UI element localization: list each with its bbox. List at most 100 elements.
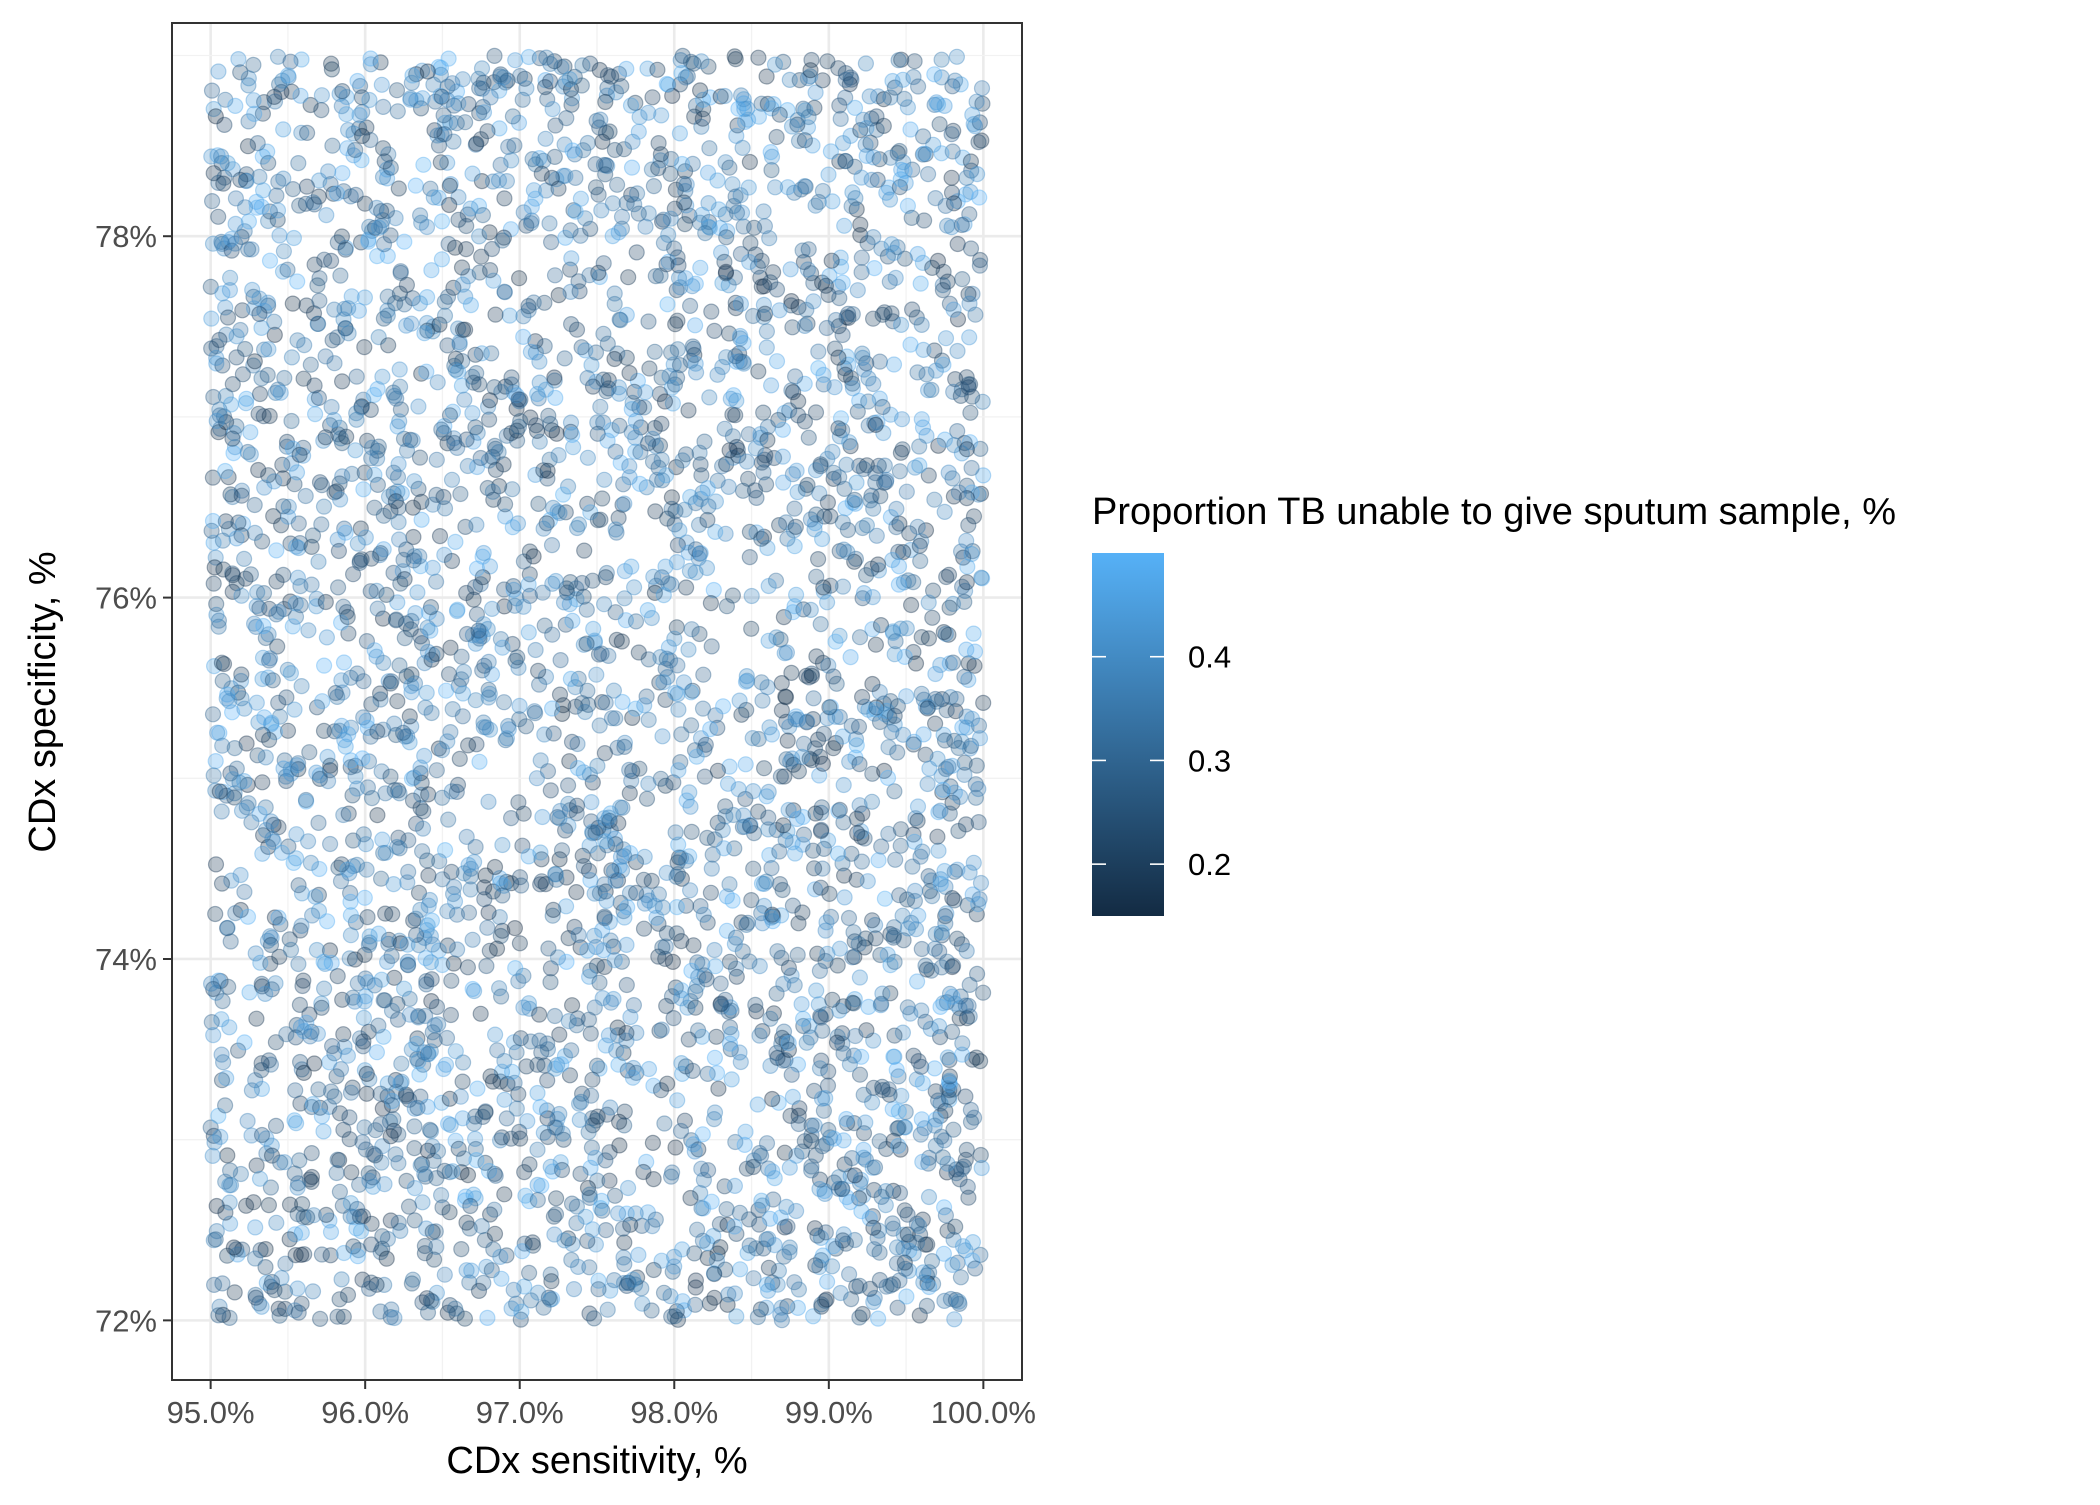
data-point	[774, 421, 792, 438]
data-point	[563, 90, 581, 107]
data-point	[915, 341, 932, 358]
data-point	[417, 949, 434, 967]
data-point	[975, 694, 992, 712]
data-point	[261, 600, 278, 617]
data-point	[818, 1135, 835, 1152]
data-point	[223, 680, 240, 697]
data-point	[819, 945, 836, 962]
data-point	[712, 1239, 729, 1256]
data-point	[219, 1247, 236, 1264]
data-point	[216, 240, 233, 257]
data-point	[330, 426, 347, 443]
data-point	[385, 875, 402, 893]
data-point	[298, 793, 315, 810]
data-point	[958, 719, 975, 736]
data-point	[238, 1197, 255, 1214]
data-point	[386, 715, 403, 732]
data-point	[846, 1167, 864, 1184]
data-point	[546, 267, 564, 284]
data-point	[880, 825, 897, 842]
data-point	[570, 516, 588, 533]
data-point	[893, 1087, 910, 1105]
data-point	[735, 218, 752, 235]
data-point	[563, 250, 580, 267]
data-point	[658, 650, 675, 667]
data-point	[606, 830, 624, 847]
data-point	[760, 577, 777, 595]
data-point	[203, 975, 220, 992]
data-point	[737, 756, 754, 773]
data-point	[510, 114, 528, 131]
data-point	[747, 1240, 765, 1257]
data-point	[316, 980, 333, 997]
data-point	[621, 761, 638, 779]
data-point	[902, 1005, 919, 1022]
data-point	[932, 1095, 949, 1112]
data-point	[416, 654, 433, 672]
data-point	[933, 51, 950, 68]
data-point	[718, 598, 736, 615]
data-point	[489, 1042, 506, 1059]
data-point	[846, 491, 863, 508]
data-point	[239, 1112, 256, 1130]
data-point	[744, 729, 761, 747]
data-point	[754, 1022, 771, 1040]
data-point	[662, 1168, 680, 1185]
data-point	[228, 575, 245, 592]
data-point	[864, 1159, 881, 1176]
data-point	[935, 623, 952, 641]
data-point	[966, 643, 984, 660]
data-point	[815, 840, 833, 858]
data-point	[640, 205, 657, 222]
data-point	[949, 193, 966, 210]
data-point	[791, 71, 808, 89]
data-point	[396, 233, 413, 250]
data-point	[267, 1117, 285, 1135]
data-point	[516, 1235, 533, 1252]
data-point	[741, 523, 759, 541]
data-point	[224, 488, 241, 506]
data-point	[749, 1096, 766, 1113]
data-point	[915, 145, 933, 162]
data-point	[747, 440, 765, 457]
data-point	[471, 228, 488, 245]
data-point	[570, 670, 587, 687]
data-point	[904, 858, 921, 875]
data-point	[779, 530, 796, 547]
data-point	[726, 1177, 744, 1195]
data-point	[459, 1166, 477, 1184]
data-point	[429, 374, 446, 391]
data-point	[428, 573, 445, 590]
data-point	[386, 1309, 403, 1327]
data-point	[958, 369, 975, 386]
data-point	[551, 504, 568, 522]
data-point	[760, 809, 777, 826]
data-point	[697, 225, 714, 242]
data-point	[391, 361, 408, 378]
data-point	[725, 387, 742, 404]
data-point	[442, 1006, 459, 1024]
data-point	[929, 750, 946, 767]
data-point	[439, 91, 456, 109]
data-point	[662, 150, 680, 168]
data-point	[225, 1239, 242, 1256]
data-point	[891, 463, 909, 480]
data-point	[547, 389, 564, 406]
data-point	[515, 999, 532, 1016]
data-point	[738, 453, 756, 470]
data-point	[595, 325, 612, 342]
data-point	[324, 332, 341, 349]
data-point	[927, 1137, 944, 1154]
data-point	[443, 552, 461, 570]
data-point	[206, 1134, 223, 1151]
data-point	[945, 1121, 962, 1138]
data-point	[673, 870, 691, 887]
data-point	[621, 469, 638, 486]
data-point	[611, 385, 628, 402]
data-point	[763, 859, 780, 877]
data-point	[221, 1177, 238, 1194]
data-point	[568, 883, 585, 901]
data-point	[742, 816, 759, 834]
data-point	[958, 477, 976, 494]
data-point	[520, 48, 537, 66]
